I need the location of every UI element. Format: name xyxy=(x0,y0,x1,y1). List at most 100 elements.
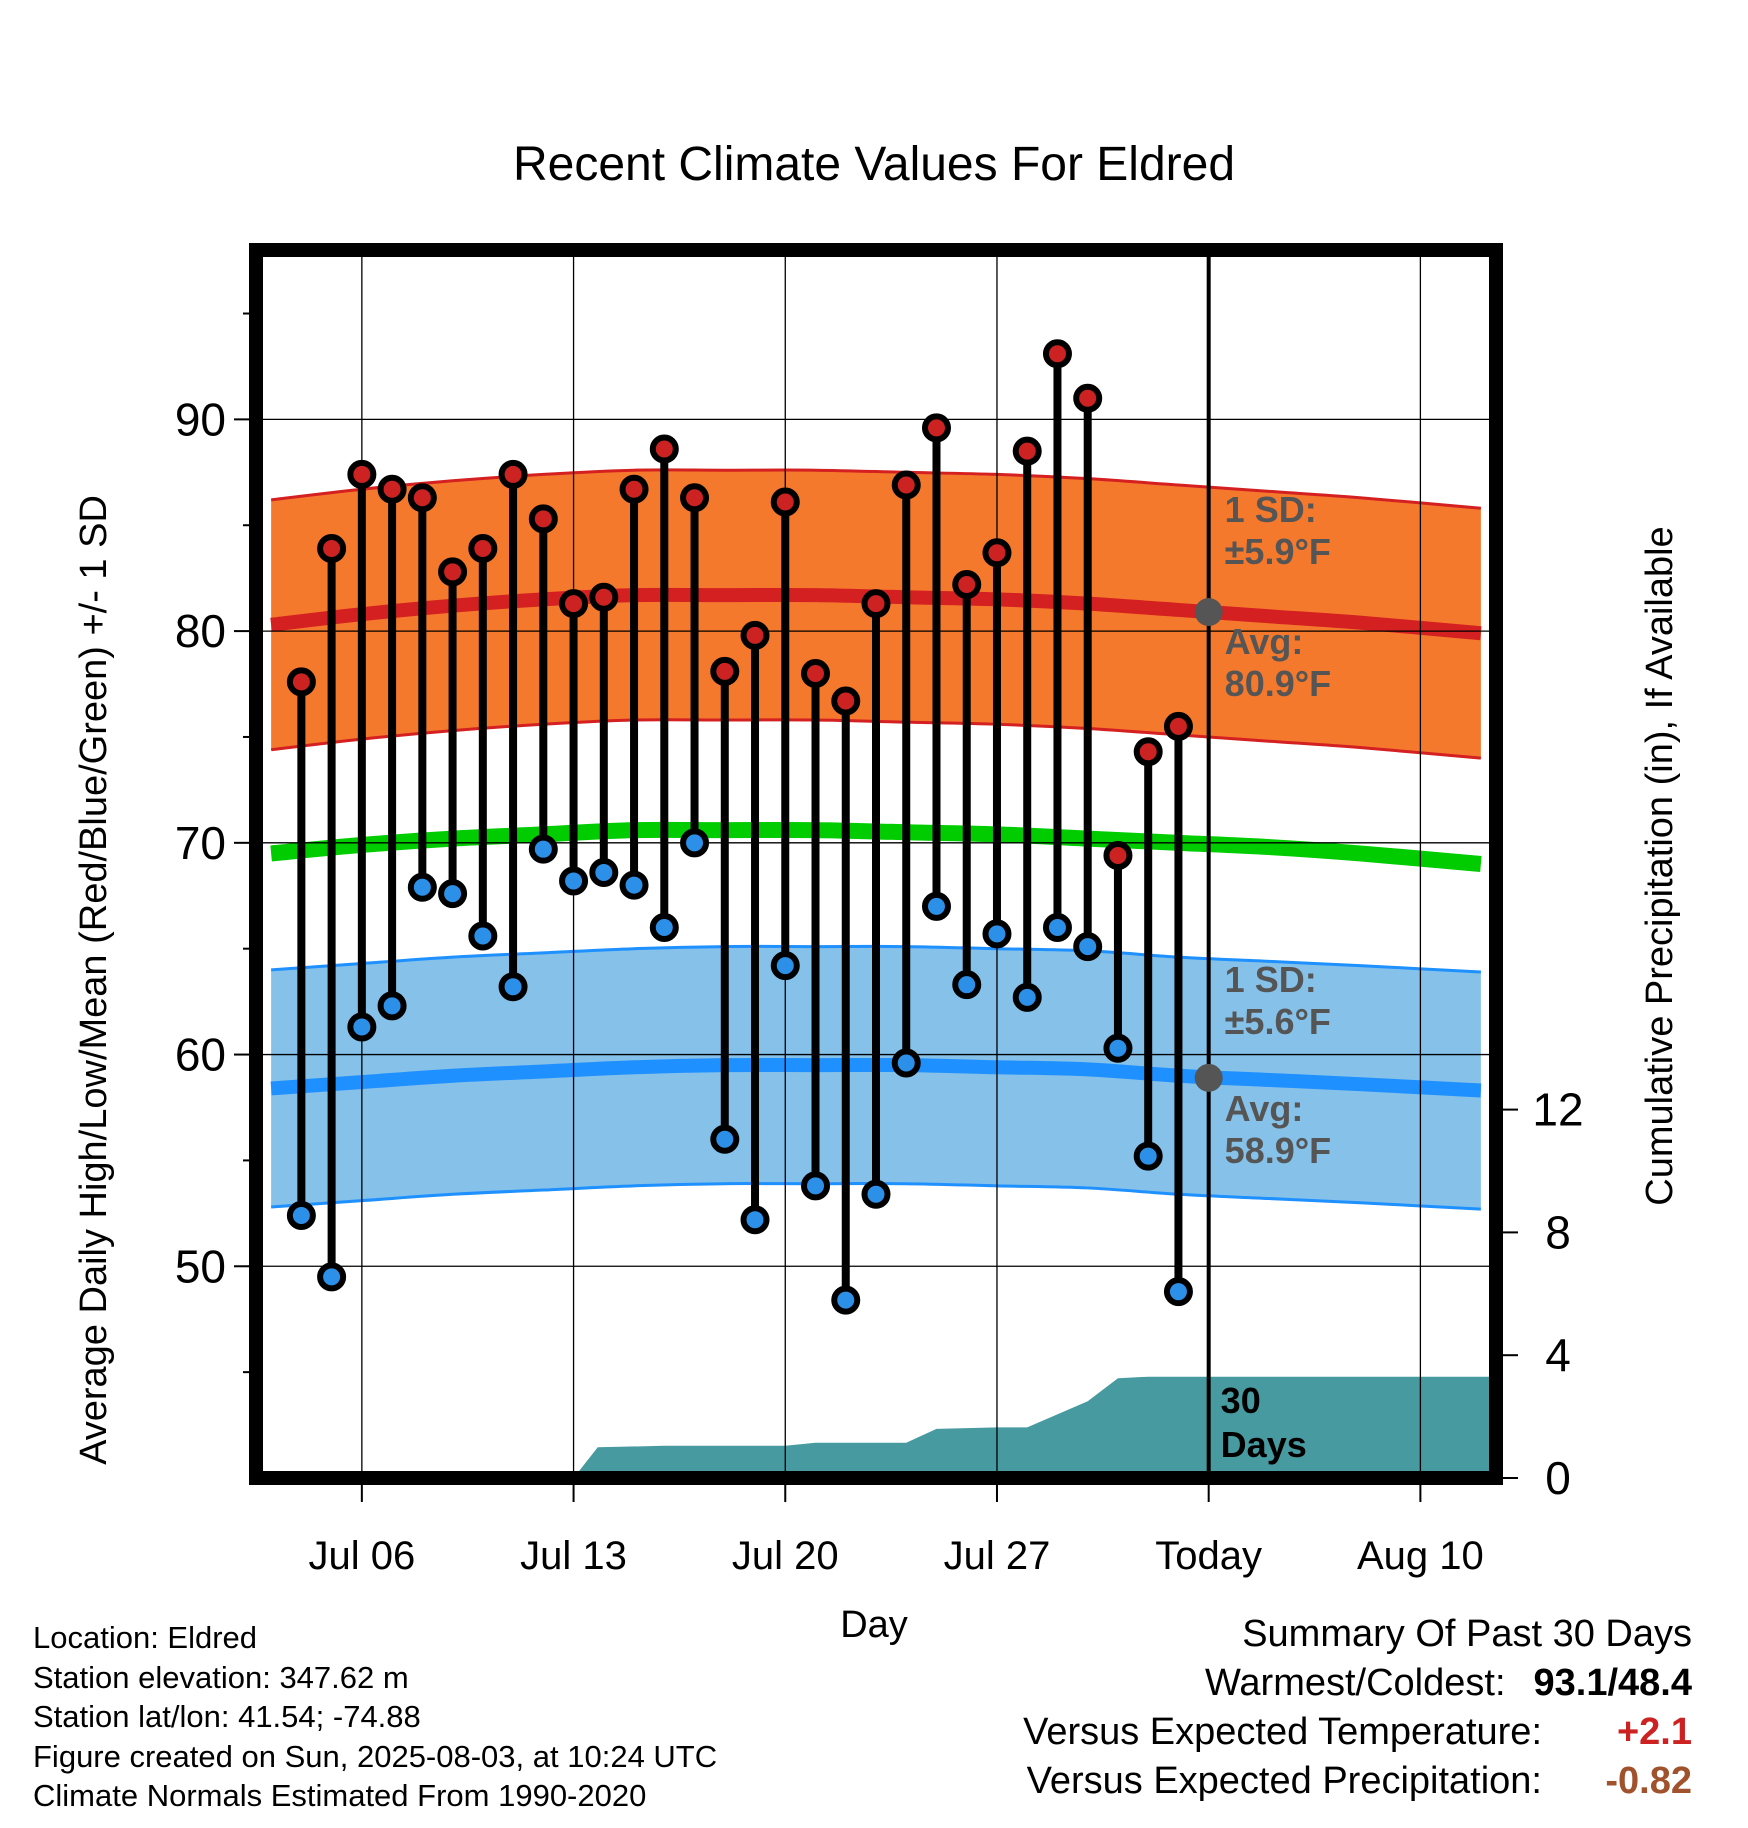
daily-low-point xyxy=(891,1048,921,1078)
days-label: Days xyxy=(1221,1424,1307,1465)
high-avg-label: 80.9°F xyxy=(1225,663,1331,704)
x-axis-label: Day xyxy=(840,1604,908,1646)
high-sd-label: ±5.9°F xyxy=(1225,531,1331,572)
daily-low-point xyxy=(1042,913,1072,943)
today-low-avg-marker xyxy=(1194,1063,1223,1092)
y-axis-label: Average Daily High/Low/Mean (Red/Blue/Gr… xyxy=(73,495,115,1465)
summary-panel: Summary Of Past 30 Days Warmest/Coldest:… xyxy=(1023,1610,1692,1806)
x-tick-label: Aug 10 xyxy=(1357,1534,1484,1578)
precip-label: Versus Expected Precipitation: xyxy=(1026,1760,1542,1802)
daily-high-point xyxy=(710,656,740,686)
y-tick-label: 50 xyxy=(175,1240,226,1292)
daily-high-point xyxy=(921,413,951,443)
daily-low-point xyxy=(438,879,468,909)
daily-low-point xyxy=(1163,1277,1193,1307)
daily-low-point xyxy=(710,1124,740,1154)
daily-high-point xyxy=(680,483,710,513)
daily-low-point xyxy=(377,991,407,1021)
daily-low-point xyxy=(770,951,800,981)
daily-high-point xyxy=(740,620,770,650)
daily-high-point xyxy=(1012,436,1042,466)
x-tick-label: Today xyxy=(1155,1534,1262,1578)
warm-cold-value: 93.1/48.4 xyxy=(1533,1662,1692,1704)
elevation-text: Station elevation: 347.62 m xyxy=(33,1659,409,1695)
temp-value: +2.1 xyxy=(1616,1711,1692,1753)
daily-low-point xyxy=(1103,1033,1133,1063)
y-tick-label: 90 xyxy=(175,393,226,445)
chart-title: Recent Climate Values For Eldred xyxy=(513,138,1235,191)
daily-low-point xyxy=(680,828,710,858)
daily-low-point xyxy=(831,1285,861,1315)
daily-high-point xyxy=(528,504,558,534)
location-text: Location: Eldred xyxy=(33,1620,258,1655)
daily-high-point xyxy=(317,534,347,564)
daily-low-point xyxy=(407,872,437,902)
summary-precip: Versus Expected Precipitation: -0.82 xyxy=(1023,1757,1692,1806)
low-sd-label: ±5.6°F xyxy=(1225,1001,1331,1042)
daily-high-point xyxy=(831,686,861,716)
daily-high-point xyxy=(407,483,437,513)
low-avg-label: Avg: xyxy=(1225,1088,1304,1129)
created-text: Figure created on Sun, 2025-08-03, at 10… xyxy=(33,1738,718,1774)
low-band-top-edge xyxy=(271,944,1481,974)
y-axis-right-label: Cumulative Precipitation (in), If Availa… xyxy=(1639,526,1681,1205)
daily-high-point xyxy=(770,487,800,517)
daily-low-point xyxy=(286,1200,316,1230)
daily-high-point xyxy=(286,667,316,697)
y-right-tick-label: 12 xyxy=(1532,1084,1583,1136)
daily-high-point xyxy=(468,534,498,564)
daily-high-point xyxy=(1103,841,1133,871)
daily-high-point xyxy=(1163,711,1193,741)
low-avg-label: 58.9°F xyxy=(1225,1130,1331,1171)
daily-high-point xyxy=(1042,339,1072,369)
today-high-avg-marker xyxy=(1194,598,1223,627)
daily-low-point xyxy=(619,870,649,900)
daily-low-point xyxy=(982,919,1012,949)
daily-low-point xyxy=(861,1179,891,1209)
y-tick-label: 60 xyxy=(175,1029,226,1081)
daily-high-point xyxy=(801,658,831,688)
summary-title: Summary Of Past 30 Days xyxy=(1242,1613,1692,1655)
normal-low-line xyxy=(270,1057,1482,1098)
precip-value: -0.82 xyxy=(1605,1760,1692,1802)
daily-low-point xyxy=(649,913,679,943)
summary-warm-cold: Warmest/Coldest: 93.1/48.4 xyxy=(1023,1659,1692,1708)
daily-low-point xyxy=(952,970,982,1000)
precip-area xyxy=(578,1376,1490,1472)
daily-low-point xyxy=(559,866,589,896)
daily-low-point xyxy=(347,1012,377,1042)
x-tick-label: Jul 20 xyxy=(732,1534,839,1578)
y-right-tick-label: 8 xyxy=(1545,1206,1571,1258)
warm-cold-label: Warmest/Coldest: xyxy=(1204,1662,1506,1704)
daily-low-point xyxy=(468,921,498,951)
normals-text: Climate Normals Estimated From 1990-2020 xyxy=(33,1778,647,1813)
daily-low-point xyxy=(1012,982,1042,1012)
y-right-tick-label: 0 xyxy=(1545,1452,1571,1504)
high-sd-label: 1 SD: xyxy=(1225,489,1317,530)
high-avg-label: Avg: xyxy=(1225,621,1304,662)
daily-high-point xyxy=(861,589,891,619)
normal-mean-line xyxy=(270,821,1482,872)
daily-high-point xyxy=(982,538,1012,568)
daily-high-point xyxy=(891,470,921,500)
x-tick-label: Jul 27 xyxy=(944,1534,1051,1578)
plot-frame xyxy=(249,243,1503,1485)
daily-low-point xyxy=(801,1171,831,1201)
summary-temp: Versus Expected Temperature: +2.1 xyxy=(1023,1708,1692,1757)
daily-high-point xyxy=(559,589,589,619)
daily-high-point xyxy=(438,557,468,587)
y-tick-label: 70 xyxy=(175,817,226,869)
daily-high-point xyxy=(498,459,528,489)
daily-high-point xyxy=(619,474,649,504)
daily-low-point xyxy=(740,1205,770,1235)
daily-high-point xyxy=(1133,737,1163,767)
station-info: Location: Eldred Station elevation: 347.… xyxy=(33,1618,717,1816)
x-tick-label: Jul 06 xyxy=(308,1534,415,1578)
daily-low-point xyxy=(528,834,558,864)
daily-high-point xyxy=(347,459,377,489)
y-tick-label: 80 xyxy=(175,605,226,657)
low-sd-label: 1 SD: xyxy=(1225,959,1317,1000)
x-tick-label: Jul 13 xyxy=(520,1534,627,1578)
daily-high-point xyxy=(589,582,619,612)
